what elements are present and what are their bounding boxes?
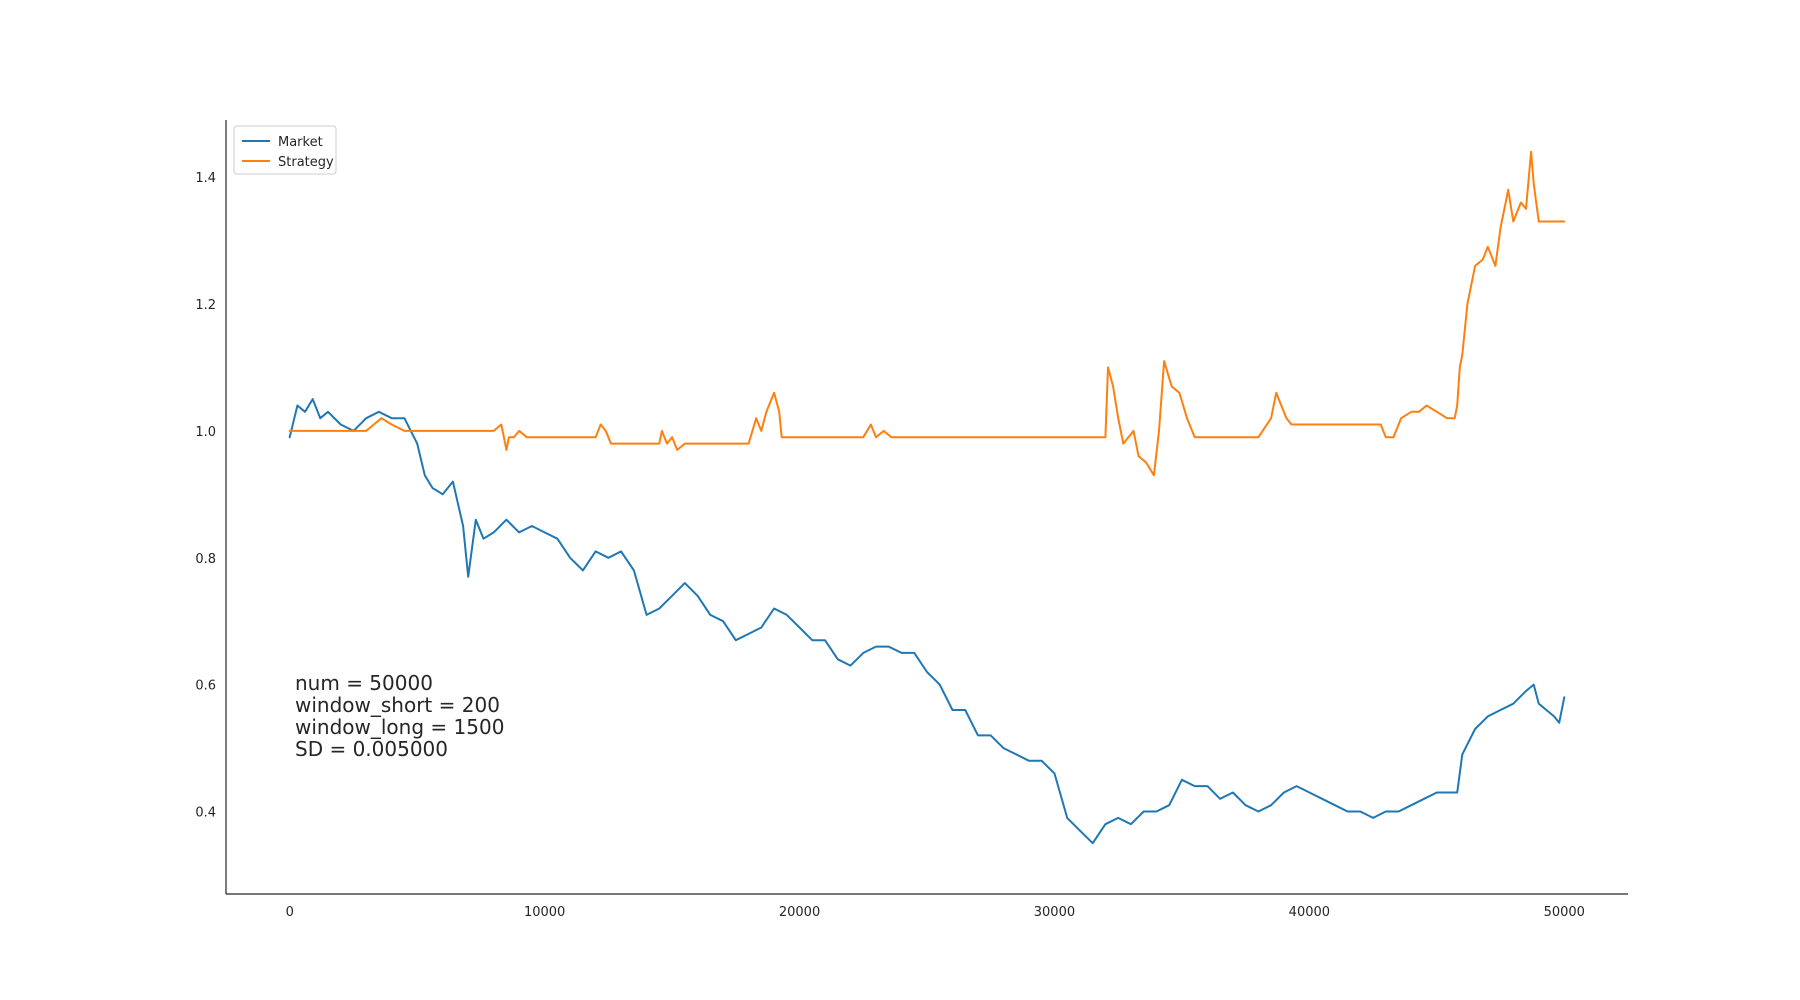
annotation-line: SD = 0.005000 [295,737,448,761]
x-tick-label: 0 [286,905,294,920]
x-axis-ticks: 0 10000 20000 30000 40000 50000 [286,905,1585,920]
y-axis-ticks: 0.4 0.6 0.8 1.0 1.2 1.4 [195,171,216,820]
y-tick-label: 1.0 [195,425,216,440]
annotation-line: num = 50000 [295,671,433,695]
annotation-line: window_short = 200 [295,693,500,717]
legend-items: Market Strategy [242,135,334,170]
legend-label-strategy: Strategy [278,155,334,170]
series-layer [288,150,1566,845]
x-tick-label: 10000 [524,905,565,920]
y-tick-label: 0.4 [195,806,216,821]
annotation-line: window_long = 1500 [295,715,504,739]
y-tick-label: 0.6 [195,679,216,694]
legend-label-market: Market [278,135,323,150]
y-tick-label: 1.2 [195,298,216,313]
x-tick-label: 30000 [1034,905,1075,920]
x-tick-label: 50000 [1544,905,1585,920]
x-tick-label: 20000 [779,905,820,920]
legend: Market Strategy [233,125,337,175]
x-tick-label: 40000 [1289,905,1330,920]
y-tick-label: 0.8 [195,552,216,567]
plot-area: 0 10000 20000 30000 40000 50000 0.4 0.6 0.8 1.0 1… [195,120,1628,920]
series-line-market [288,398,1566,845]
y-tick-label: 1.4 [195,171,216,186]
series-line-strategy [288,150,1566,477]
